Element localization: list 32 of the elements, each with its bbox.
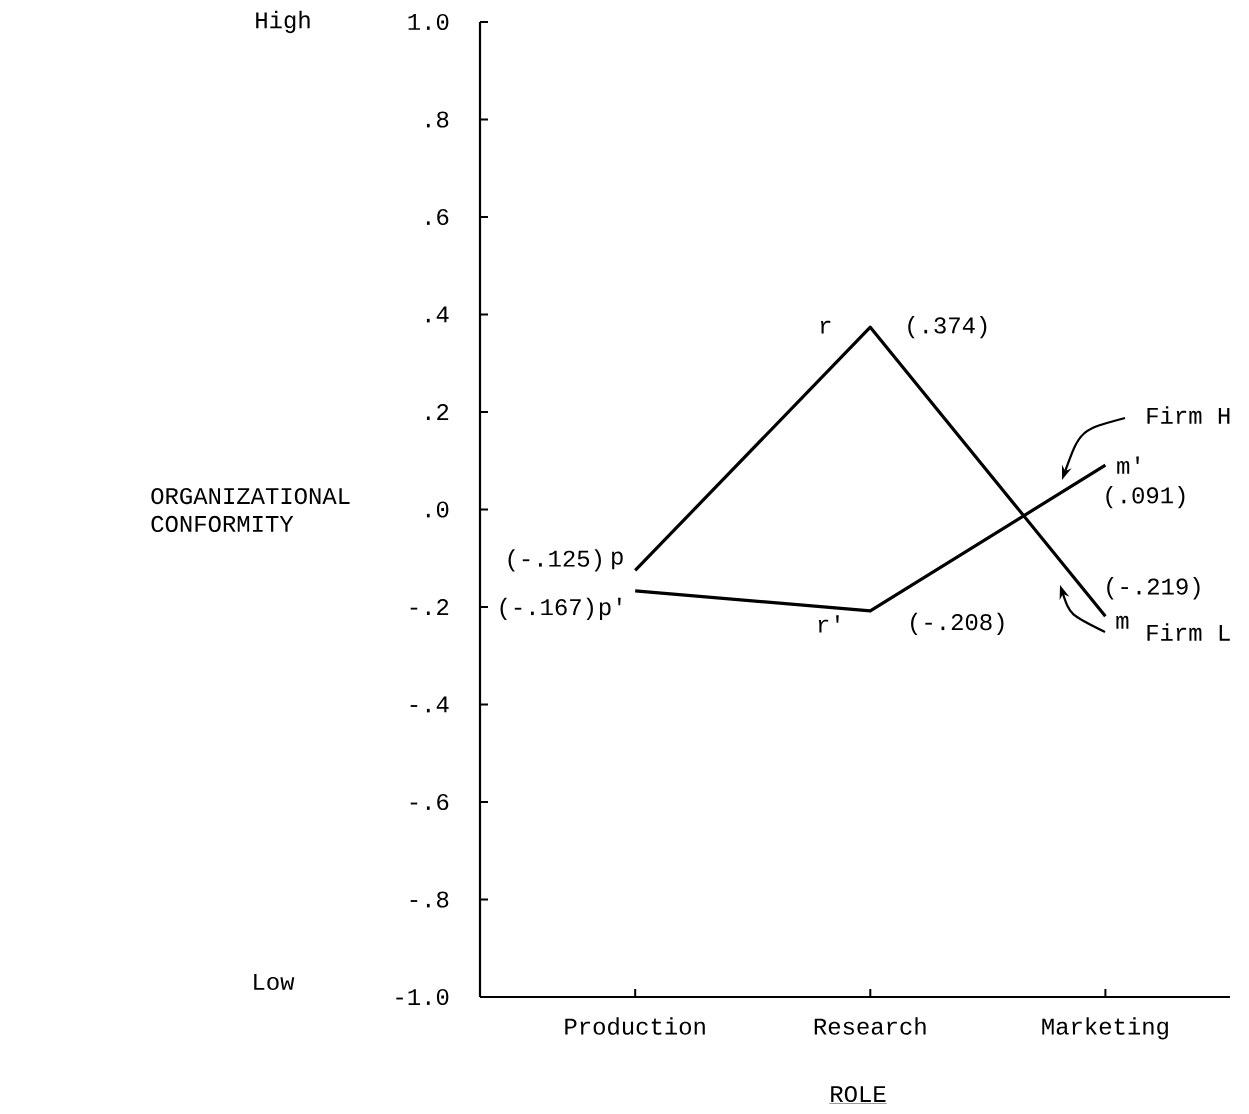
text: Firm H: [1147, 406, 1230, 424]
text: High: [256, 10, 310, 34]
data-label: (-.219): [1107, 577, 1200, 600]
y-axis-title: ORGANIZATIONAL CONFORMITY: [151, 487, 350, 533]
data-label: (-.208): [911, 612, 1004, 636]
x-tick-label: Production: [565, 1017, 705, 1035]
data-label: (.091): [1106, 485, 1185, 509]
y-tick-label: .4: [426, 306, 449, 323]
data-label: (.374): [908, 316, 987, 339]
y-tick-label: -1.0: [396, 988, 449, 1006]
series-label: Firm L: [1147, 623, 1230, 641]
data-label: (-.167): [500, 597, 593, 621]
y-tick-label: 1.0: [408, 13, 449, 31]
x-tick-label: Marketing: [1042, 1017, 1168, 1040]
annotation: r: [820, 320, 831, 334]
y-tick-label: -.6: [410, 793, 449, 811]
annotation: r': [818, 615, 839, 633]
x-axis-title: ROLE: [831, 1085, 886, 1103]
annotation: m': [1117, 456, 1139, 474]
y-tick-label: -.4: [410, 696, 449, 713]
y-tick-label: .8: [426, 111, 449, 128]
text: Low: [254, 974, 295, 990]
y-tick-label: .0: [426, 501, 449, 518]
x-tick-label: Research: [814, 1017, 926, 1035]
annotation: p: [612, 551, 623, 570]
y-tick-label: .2: [426, 404, 449, 420]
data-label: (-.125): [508, 549, 601, 572]
y-tick-label: -.8: [410, 891, 449, 908]
y-tick-label: -.2: [410, 599, 449, 615]
y-tick-label: .6: [426, 208, 449, 226]
annotation: p': [599, 597, 621, 621]
annotation: m: [1116, 615, 1129, 629]
